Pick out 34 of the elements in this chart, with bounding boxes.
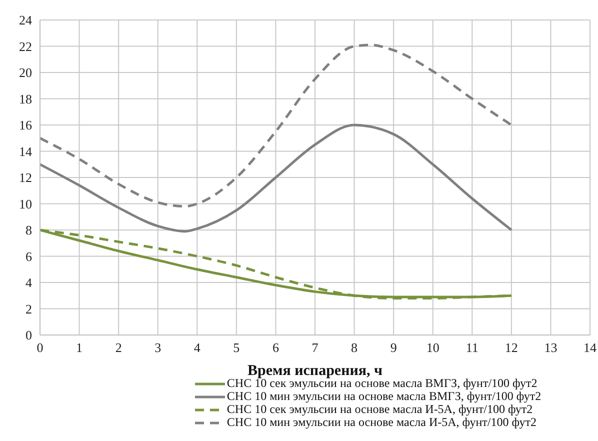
legend-label: СНС 10 мин эмульсии на основе масла И-5А, фунт/100 фут2 (226, 415, 536, 430)
x-tick-label: 10 (426, 340, 440, 356)
y-tick-label: 22 (19, 38, 32, 54)
x-tick-label: 2 (115, 340, 122, 356)
legend-label: СНС 10 сек эмульсии на основе масла И-5А, фунт/100 фут2 (226, 402, 533, 417)
y-tick-label: 10 (19, 196, 32, 212)
y-tick-label: 0 (26, 328, 32, 343)
line-series (40, 44, 513, 208)
y-tick-label: 16 (19, 118, 32, 133)
y-tick-label: 2 (26, 301, 32, 316)
line-series (40, 124, 513, 233)
x-tick-label: 13 (544, 340, 558, 356)
x-tick-label: 5 (233, 340, 240, 356)
y-tick-label: 8 (26, 222, 32, 238)
x-tick-label: 8 (351, 340, 358, 356)
y-tick-label: 12 (19, 170, 32, 186)
x-tick-label: 11 (466, 340, 478, 356)
x-tick-label: 1 (76, 340, 83, 356)
y-tick-label: 14 (19, 144, 32, 159)
y-tick-label: 6 (26, 248, 32, 264)
x-tick-label: 4 (194, 340, 201, 356)
x-tick-label: 6 (272, 340, 280, 356)
x-tick-label: 12 (504, 340, 518, 356)
x-axis-title: Время испарения, ч (248, 363, 383, 379)
x-tick-label: 3 (154, 340, 162, 356)
y-tick-label: 18 (19, 91, 32, 106)
legend-label: СНС 10 мин эмульсии на основе масла ВМГЗ, фунт/100 фут2 (226, 389, 542, 404)
y-tick-label: 4 (26, 275, 32, 290)
y-tick-label: 24 (19, 12, 32, 28)
x-tick-label: 9 (390, 340, 397, 356)
x-tick-label: 14 (584, 340, 597, 356)
x-tick-label: 7 (312, 340, 319, 356)
x-tick-label: 0 (36, 340, 44, 356)
y-tick-label: 20 (19, 65, 32, 80)
